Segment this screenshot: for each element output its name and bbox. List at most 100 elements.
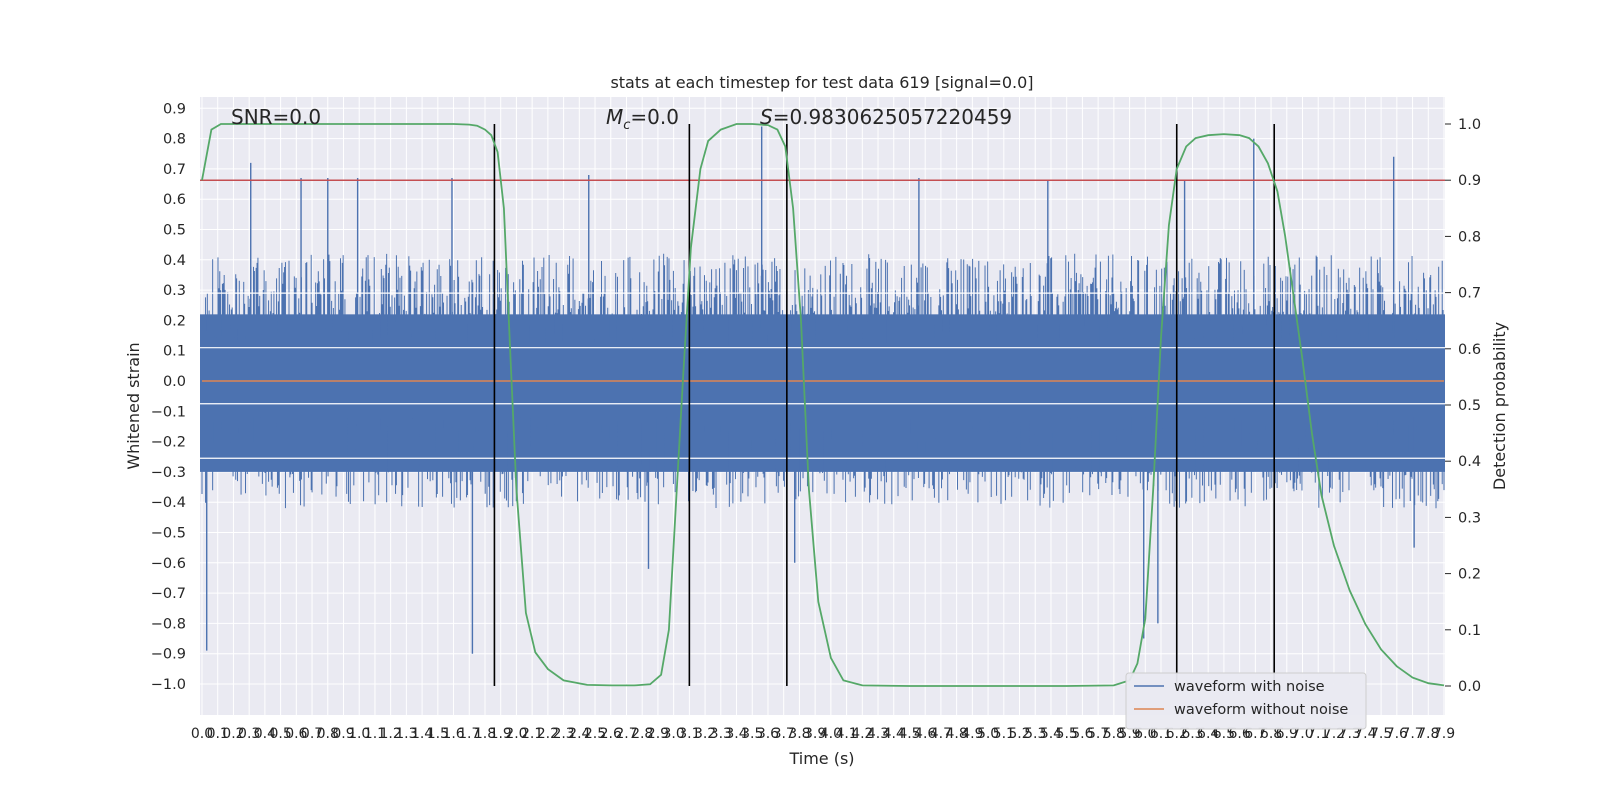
y-left-tick-label: 0.6 <box>163 192 186 208</box>
x-tick-label: 4.9 <box>961 726 983 742</box>
x-tick-label: 5.8 <box>1103 726 1125 742</box>
mc-annotation: Mc=0.0 <box>606 105 679 133</box>
y-right-tick-labels: 1.0 0.9 0.8 0.7 0.6 0.5 0.4 0.3 0.2 0.1 0.0 <box>1445 117 1481 695</box>
x-tick-label: 2.2 <box>537 726 559 742</box>
x-tick-label: 0.9 <box>332 726 354 742</box>
x-axis-label: Time (s) <box>788 749 854 768</box>
x-tick-label: 2.7 <box>615 726 637 742</box>
y-axis-label-left: Whitened strain <box>124 342 143 469</box>
x-tick-label: 7.6 <box>1386 726 1408 742</box>
x-tick-label: 4.4 <box>883 726 905 742</box>
legend: waveform with noise waveform without noi… <box>1125 672 1367 730</box>
line-series <box>200 123 1445 687</box>
x-tick-label: 2.4 <box>568 726 590 742</box>
x-tick-label: 7.4 <box>1354 726 1376 742</box>
x-tick-label: 6.0 <box>1134 726 1156 742</box>
x-tick-label: 3.9 <box>804 726 826 742</box>
x-tick-label: 4.5 <box>898 726 920 742</box>
y-right-tick-label: 0.6 <box>1458 342 1481 358</box>
y-right-tick-label: 0.4 <box>1458 454 1481 470</box>
x-tick-label: 0.6 <box>285 726 307 742</box>
x-tick-label: 4.7 <box>930 726 952 742</box>
y-left-tick-label: −0.2 <box>151 435 186 451</box>
x-tick-label: 2.9 <box>647 726 669 742</box>
x-tick-label: 6.4 <box>1197 726 1219 742</box>
x-tick-label: 6.9 <box>1276 726 1298 742</box>
x-tick-label: 4.2 <box>851 726 873 742</box>
x-tick-label: 7.3 <box>1339 726 1361 742</box>
x-tick-label: 7.7 <box>1401 726 1423 742</box>
y-left-tick-labels: 0.9 0.8 0.7 0.6 0.5 0.4 0.3 0.2 0.1 0.0 −0.1 −0.2 −0… <box>151 101 186 693</box>
noise-waveform <box>200 126 1445 654</box>
y-left-tick-label: 0.7 <box>163 162 186 178</box>
x-tick-label: 6.6 <box>1228 726 1250 742</box>
x-tick-label: 6.7 <box>1244 726 1266 742</box>
x-tick-label: 0.4 <box>254 726 276 742</box>
x-tick-label: 1.0 <box>348 726 370 742</box>
x-tick-label: 7.5 <box>1370 726 1392 742</box>
x-tick-label: 5.4 <box>1040 726 1062 742</box>
y-right-tick-label: 0.3 <box>1458 510 1481 526</box>
x-tick-label: 4.1 <box>835 726 857 742</box>
x-tick-label: 2.5 <box>584 726 606 742</box>
y-left-tick-label: −0.5 <box>151 526 186 542</box>
x-tick-label: 5.6 <box>1071 726 1093 742</box>
y-left-tick-label: −0.1 <box>151 404 186 420</box>
y-right-tick-label: 0.7 <box>1458 286 1481 302</box>
x-tick-label: 0.2 <box>222 726 244 742</box>
x-tick-label: 1.5 <box>427 726 449 742</box>
legend-box <box>1125 672 1367 730</box>
y-left-tick-label: −1.0 <box>151 677 186 693</box>
x-tick-label: 5.2 <box>1008 726 1030 742</box>
x-tick-label: 1.9 <box>490 726 512 742</box>
x-tick-label: 6.8 <box>1260 726 1282 742</box>
x-tick-label: 0.1 <box>207 726 229 742</box>
x-tick-label: 5.3 <box>1024 726 1046 742</box>
chart-title: stats at each timestep for test data 619… <box>610 73 1033 92</box>
x-tick-label: 5.7 <box>1087 726 1109 742</box>
y-left-tick-label: 0.5 <box>163 223 186 239</box>
x-tick-label: 4.8 <box>946 726 968 742</box>
y-left-tick-label: 0.8 <box>163 132 186 148</box>
y-left-tick-label: −0.4 <box>151 495 186 511</box>
y-right-tick-label: 0.2 <box>1458 567 1481 583</box>
y-right-tick-label: 0.5 <box>1458 398 1481 414</box>
x-tick-label: 2.0 <box>505 726 527 742</box>
x-tick-label: 7.8 <box>1417 726 1439 742</box>
x-tick-label: 0.5 <box>269 726 291 742</box>
y-left-tick-label: 0.1 <box>163 344 186 360</box>
y-right-tick-label: 0.9 <box>1458 173 1481 189</box>
x-tick-label: 4.6 <box>914 726 936 742</box>
x-tick-label: 3.7 <box>773 726 795 742</box>
x-tick-label: 0.7 <box>301 726 323 742</box>
legend-label-clean: waveform without noise <box>1174 702 1348 718</box>
x-tick-label: 5.0 <box>977 726 999 742</box>
y-left-tick-label: 0.3 <box>163 283 186 299</box>
x-tick-label: 2.6 <box>600 726 622 742</box>
y-left-tick-label: −0.6 <box>151 556 186 572</box>
y-right-tick-label: 0.8 <box>1458 229 1481 245</box>
y-left-tick-label: −0.9 <box>151 647 186 663</box>
y-left-tick-label: 0.2 <box>163 313 186 329</box>
x-tick-label: 2.1 <box>521 726 543 742</box>
x-tick-label: 3.2 <box>694 726 716 742</box>
x-tick-label: 0.8 <box>317 726 339 742</box>
x-tick-label: 7.2 <box>1323 726 1345 742</box>
y-left-tick-label: −0.7 <box>151 586 186 602</box>
x-tick-label: 1.8 <box>474 726 496 742</box>
x-tick-label: 1.1 <box>364 726 386 742</box>
y-left-tick-label: −0.8 <box>151 616 186 632</box>
x-tick-label: 5.1 <box>993 726 1015 742</box>
x-tick-label: 6.1 <box>1150 726 1172 742</box>
x-tick-label: 3.4 <box>725 726 747 742</box>
s-annotation: S=0.9830625057220459 <box>760 105 1012 129</box>
x-tick-label: 0.0 <box>191 726 213 742</box>
y-right-tick-label: 0.1 <box>1458 623 1481 639</box>
x-tick-label: 1.3 <box>395 726 417 742</box>
x-tick-label: 6.2 <box>1166 726 1188 742</box>
y-right-tick-label: 1.0 <box>1458 117 1481 133</box>
x-tick-label: 2.3 <box>552 726 574 742</box>
x-tick-label: 3.5 <box>741 726 763 742</box>
